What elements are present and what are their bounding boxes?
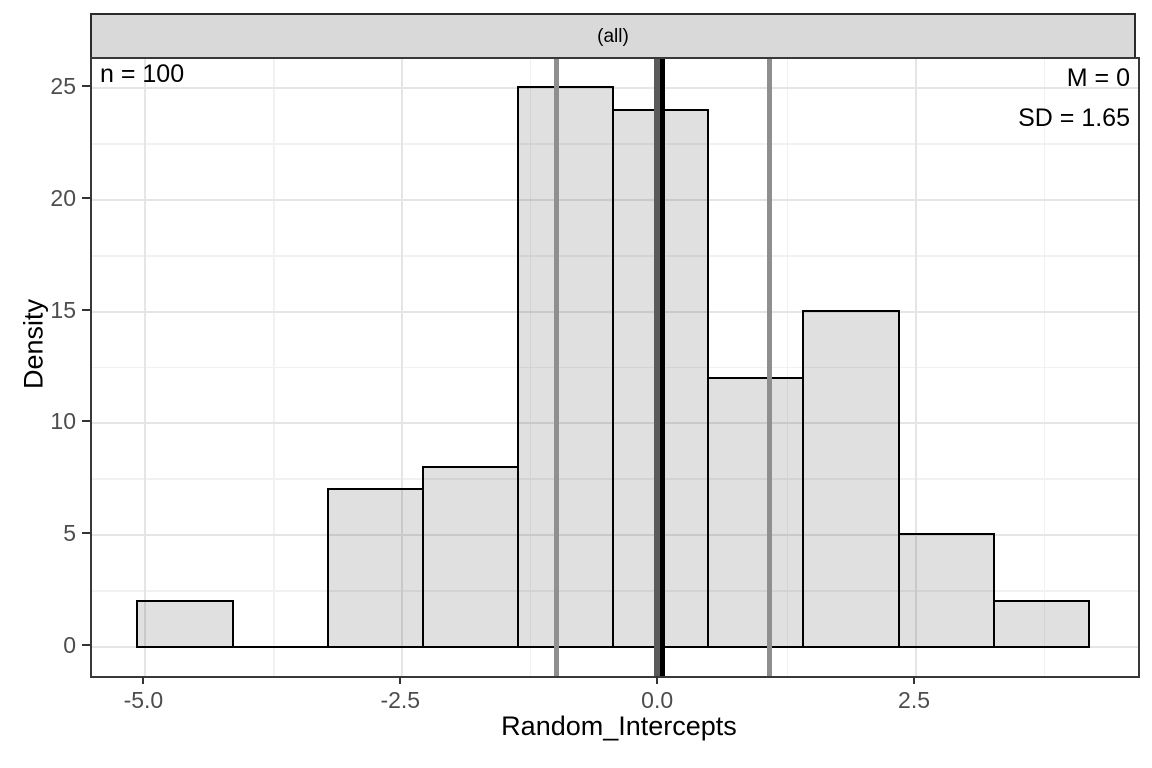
- plot-panel: n = 100 M = 0 SD = 1.65: [90, 57, 1140, 678]
- histogram-bar: [707, 376, 805, 648]
- x-axis-tick: [656, 676, 659, 684]
- histogram-bar: [517, 86, 615, 648]
- histogram-bar: [421, 466, 519, 648]
- facet-strip-label: (all): [597, 26, 629, 47]
- histogram-bar: [802, 309, 900, 648]
- x-axis-title: Random_Intercepts: [501, 711, 737, 741]
- y-tick-label: 15: [50, 296, 76, 323]
- y-axis-tick: [82, 643, 90, 646]
- x-axis-tick: [142, 676, 145, 684]
- histogram-bar: [326, 488, 424, 648]
- y-axis-tick: [82, 532, 90, 535]
- histogram-bar: [897, 533, 995, 648]
- x-tick-label: 2.5: [898, 687, 931, 713]
- reference-line-mean-line: [659, 59, 665, 676]
- reference-line-ref-plus-one: [766, 59, 772, 676]
- y-tick-label: 10: [50, 408, 76, 435]
- gridline-major-y: [92, 198, 1138, 201]
- gridline-major-y: [92, 87, 1138, 90]
- annotation-mean: M = 0: [1066, 64, 1130, 92]
- gridline-major-y: [92, 422, 1138, 425]
- y-tick-label: 5: [63, 520, 76, 547]
- y-tick-label: 25: [50, 73, 76, 100]
- x-axis-tick: [913, 676, 916, 684]
- reference-line-ref-minus-one: [553, 59, 559, 676]
- x-tick-label: -5.0: [123, 687, 164, 713]
- x-tick-label: -2.5: [380, 687, 421, 713]
- x-tick-label: 0.0: [641, 687, 674, 713]
- histogram-bar: [992, 600, 1090, 648]
- facet-strip: (all): [90, 13, 1136, 59]
- y-tick-label: 20: [50, 184, 76, 211]
- gridline-major-x: [915, 59, 918, 676]
- gridline-minor-y: [92, 478, 1138, 480]
- annotation-sample-size: n = 100: [100, 60, 185, 88]
- annotation-sd: SD = 1.65: [1018, 104, 1130, 132]
- gridline-major-x: [144, 59, 147, 676]
- x-axis-tick: [399, 676, 402, 684]
- gridline-minor-y: [92, 255, 1138, 257]
- y-axis-tick: [82, 85, 90, 88]
- histogram-bar: [136, 600, 234, 648]
- y-axis-tick: [82, 308, 90, 311]
- gridline-major-x: [401, 59, 404, 676]
- gridline-major-y: [92, 534, 1138, 537]
- y-axis-tick: [82, 420, 90, 423]
- gridline-minor-y: [92, 366, 1138, 369]
- y-axis-tick: [82, 196, 90, 199]
- histogram-bar-zero: [232, 645, 328, 649]
- gridline-minor-y: [92, 143, 1138, 145]
- gridline-minor-y: [92, 590, 1138, 592]
- reference-line-zero-line: [654, 59, 661, 676]
- gridline-major-y: [92, 310, 1138, 313]
- y-tick-label: 0: [63, 631, 76, 658]
